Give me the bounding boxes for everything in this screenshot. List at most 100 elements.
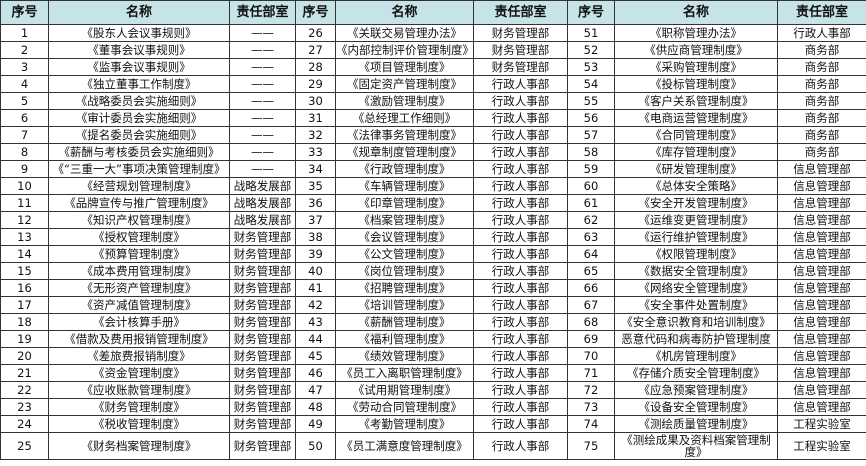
- seq-cell: 29: [295, 75, 336, 93]
- dept-cell: 行政人事部: [473, 109, 568, 127]
- dept-cell: 行政人事部: [473, 177, 568, 195]
- seq-cell: 5: [0, 92, 49, 110]
- name-cell: 《设备安全管理制度》: [614, 398, 778, 416]
- dept-cell: 行政人事部: [473, 313, 568, 331]
- seq-cell: 27: [295, 41, 336, 59]
- table-row: 16 《无形资产管理制度》 财务管理部 41 《招聘管理制度》 行政人事部 66 《网络安全管…: [0, 279, 866, 297]
- dept-cell: 行政人事部: [473, 92, 568, 110]
- name-cell: 《财务管理制度》: [48, 398, 230, 416]
- dept-cell: 信息管理部: [777, 330, 866, 348]
- dept-cell: 信息管理部: [777, 194, 866, 212]
- seq-cell: 70: [567, 347, 615, 365]
- name-cell: 《应急预案管理制度》: [614, 381, 778, 399]
- table-row: 3 《监事会议事规则》 —— 28 《项目管理制度》 财务管理部 53 《采购管理制度》 商务部: [0, 58, 866, 76]
- name-cell: 《资产减值管理制度》: [48, 296, 230, 314]
- name-cell: 《招聘管理制度》: [335, 279, 474, 297]
- dept-cell: 财务管理部: [229, 398, 296, 416]
- name-cell: 《网络安全管理制度》: [614, 279, 778, 297]
- seq-cell: 60: [567, 177, 615, 195]
- name-cell: 《激励管理制度》: [335, 92, 474, 110]
- dept-cell: 商务部: [777, 126, 866, 144]
- name-cell: 《测绘成果及资料档案管理制度》: [614, 432, 778, 460]
- dept-cell: 信息管理部: [777, 211, 866, 229]
- dept-cell: ——: [229, 41, 296, 59]
- seq-cell: 49: [295, 415, 336, 433]
- dept-cell: 行政人事部: [473, 415, 568, 433]
- seq-cell: 30: [295, 92, 336, 110]
- seq-cell: 16: [0, 279, 49, 297]
- seq-cell: 67: [567, 296, 615, 314]
- seq-cell: 21: [0, 364, 49, 382]
- dept-cell: 信息管理部: [777, 228, 866, 246]
- seq-cell: 33: [295, 143, 336, 161]
- dept-cell: 行政人事部: [473, 160, 568, 178]
- seq-cell: 74: [567, 415, 615, 433]
- dept-cell: 商务部: [777, 75, 866, 93]
- name-cell: 《库存管理制度》: [614, 143, 778, 161]
- dept-cell: 行政人事部: [473, 211, 568, 229]
- seq-cell: 63: [567, 228, 615, 246]
- name-cell: 《客户关系管理制度》: [614, 92, 778, 110]
- dept-cell: 行政人事部: [473, 330, 568, 348]
- dept-cell: 信息管理部: [777, 279, 866, 297]
- seq-cell: 10: [0, 177, 49, 195]
- name-cell: 《审计委员会实施细则》: [48, 109, 230, 127]
- seq-cell: 72: [567, 381, 615, 399]
- header-row: 序号 名称 责任部室 序号 名称 责任部室 序号 名称 责任部室: [0, 0, 866, 25]
- name-cell: 《成本费用管理制度》: [48, 262, 230, 280]
- dept-cell: 财务管理部: [229, 330, 296, 348]
- table-row: 15 《成本费用管理制度》 财务管理部 40 《岗位管理制度》 行政人事部 65 《数据安全管…: [0, 262, 866, 280]
- name-cell: 《档案管理制度》: [335, 211, 474, 229]
- header-dept: 责任部室: [229, 0, 296, 25]
- name-cell: 《员工满意度管理制度》: [335, 432, 474, 460]
- name-cell: 《电商运营管理制度》: [614, 109, 778, 127]
- seq-cell: 75: [567, 432, 615, 460]
- seq-cell: 59: [567, 160, 615, 178]
- name-cell: 《预算管理制度》: [48, 245, 230, 263]
- dept-cell: 商务部: [777, 92, 866, 110]
- seq-cell: 47: [295, 381, 336, 399]
- name-cell: 《权限管理制度》: [614, 245, 778, 263]
- seq-cell: 61: [567, 194, 615, 212]
- seq-cell: 35: [295, 177, 336, 195]
- seq-cell: 28: [295, 58, 336, 76]
- dept-cell: 商务部: [777, 143, 866, 161]
- name-cell: 《规章制度管理制度》: [335, 143, 474, 161]
- header-seq: 序号: [295, 0, 336, 25]
- dept-cell: 行政人事部: [473, 262, 568, 280]
- seq-cell: 11: [0, 194, 49, 212]
- seq-cell: 19: [0, 330, 49, 348]
- dept-cell: ——: [229, 75, 296, 93]
- table-row: 18 《会计核算手册》 财务管理部 43 《薪酬管理制度》 行政人事部 68 《安全意识教育和…: [0, 313, 866, 331]
- name-cell: 《运维变更管理制度》: [614, 211, 778, 229]
- table-row: 17 《资产减值管理制度》 财务管理部 42 《培训管理制度》 行政人事部 67 《安全事件处…: [0, 296, 866, 314]
- seq-cell: 55: [567, 92, 615, 110]
- dept-cell: 行政人事部: [473, 228, 568, 246]
- dept-cell: 信息管理部: [777, 296, 866, 314]
- dept-cell: 财务管理部: [229, 415, 296, 433]
- seq-cell: 64: [567, 245, 615, 263]
- dept-cell: 信息管理部: [777, 262, 866, 280]
- dept-cell: 行政人事部: [473, 279, 568, 297]
- table-row: 14 《预算管理制度》 财务管理部 39 《公文管理制度》 行政人事部 64 《权限管理制度》…: [0, 245, 866, 263]
- table-row: 6 《审计委员会实施细则》 —— 31 《总经理工作细则》 行政人事部 56 《电商运营管理制…: [0, 109, 866, 127]
- name-cell: 《股东人会议事规则》: [48, 24, 230, 42]
- dept-cell: 行政人事部: [473, 75, 568, 93]
- name-cell: 《印章管理制度》: [335, 194, 474, 212]
- name-cell: 《战略委员会实施细则》: [48, 92, 230, 110]
- seq-cell: 56: [567, 109, 615, 127]
- name-cell: 《运行维护管理制度》: [614, 228, 778, 246]
- name-cell: 《绩效管理制度》: [335, 347, 474, 365]
- name-cell: 《应收账款管理制度》: [48, 381, 230, 399]
- name-cell: 《独立董事工作制度》: [48, 75, 230, 93]
- seq-cell: 9: [0, 160, 49, 178]
- dept-cell: 财务管理部: [229, 432, 296, 460]
- name-cell: 《项目管理制度》: [335, 58, 474, 76]
- dept-cell: 商务部: [777, 41, 866, 59]
- dept-cell: ——: [229, 109, 296, 127]
- name-cell: 《投标管理制度》: [614, 75, 778, 93]
- seq-cell: 69: [567, 330, 615, 348]
- dept-cell: 战略发展部: [229, 211, 296, 229]
- dept-cell: 行政人事部: [473, 398, 568, 416]
- seq-cell: 18: [0, 313, 49, 331]
